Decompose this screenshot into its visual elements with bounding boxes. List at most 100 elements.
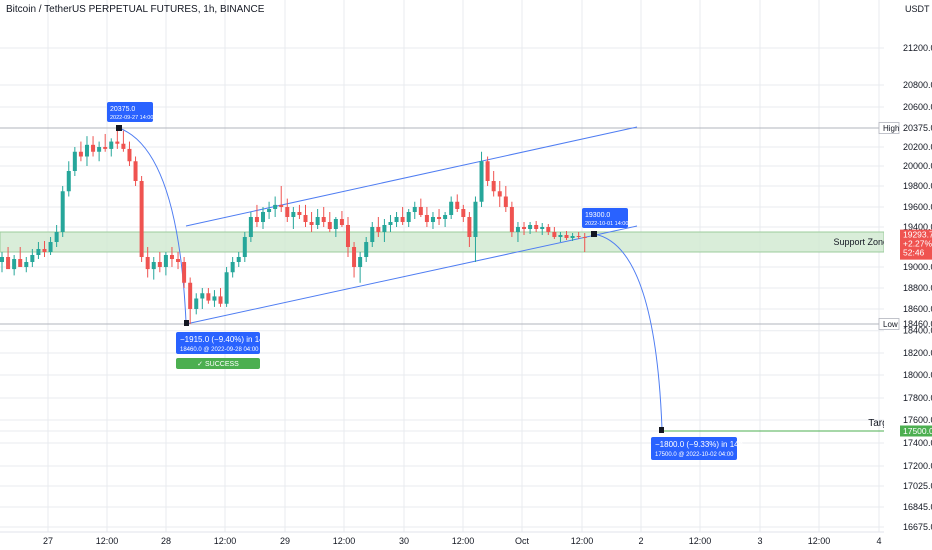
candle-body <box>358 257 363 267</box>
annotation-high-point[interactable]: 20375.0 2022-09-27 14:00 <box>107 102 153 122</box>
candle-body <box>84 144 89 157</box>
price-tick-label: 18460.0 <box>903 319 932 329</box>
price-axis[interactable] <box>884 0 932 550</box>
candle-body <box>133 161 138 181</box>
channel-upper-line <box>185 126 638 227</box>
time-tick-label: 12:00 <box>96 536 119 546</box>
annotation-drop-2-text: −1800.0 (−9.33%) in 14h <box>655 440 743 449</box>
candle-body <box>479 161 484 202</box>
candle-body <box>461 209 466 217</box>
annotation-current-time: 2022-10-01 14:00 <box>585 221 628 227</box>
price-tick-label: 19600.0 <box>903 202 932 212</box>
current-point-marker[interactable] <box>591 231 597 237</box>
candle-countdown: 52:46 <box>903 248 925 258</box>
annotation-drop-1-sub: 18460.0 @ 2022-09-28 04:00 <box>180 347 259 353</box>
candle-body <box>455 201 460 209</box>
price-tick-label: 19800.0 <box>903 181 932 191</box>
candle-body <box>248 217 253 237</box>
currency-label: USDT <box>905 4 930 14</box>
annotation-drop-2-sub: 17500.0 @ 2022-10-02 04:00 <box>655 452 734 458</box>
candle-body <box>109 141 114 149</box>
channel-lower-line <box>185 225 638 325</box>
time-tick-label: 30 <box>399 536 409 546</box>
candle-body <box>291 212 296 217</box>
candle-body <box>194 298 199 309</box>
price-axis-ticks: 21200.0 20800.0 20600.0 20375.0 20200.0 20000… <box>903 43 932 532</box>
candle-body <box>48 242 53 252</box>
projection-curve-2 <box>593 233 663 430</box>
candle-body <box>12 259 17 270</box>
candle-body <box>236 257 241 262</box>
candle-body <box>570 236 575 238</box>
time-axis[interactable] <box>0 532 884 550</box>
annotation-drop-1[interactable]: −1915.0 (−9.40%) in 14h 18460.0 @ 2022-0… <box>176 332 268 369</box>
candle-body <box>309 222 314 225</box>
support-zone-band <box>0 231 885 253</box>
candle-body <box>78 151 83 157</box>
high-tag-label: High <box>883 124 899 133</box>
price-tick-label: 17200.0 <box>903 461 932 471</box>
candle-body <box>60 191 65 232</box>
candle-body <box>200 293 205 299</box>
candle-body <box>522 227 527 229</box>
candle-body <box>176 259 181 262</box>
plot-area[interactable] <box>0 0 884 532</box>
candle-body <box>66 171 71 192</box>
annotation-current-point[interactable]: 19300.0 2022-10-01 14:00 <box>582 208 628 228</box>
candle-body <box>406 212 411 222</box>
candle-body <box>297 212 302 215</box>
price-tick-label: 16845.0 <box>903 502 932 512</box>
time-axis-ticks: 27 12:00 28 12:00 29 12:00 30 12:00 Oct 12:00 2 12:… <box>43 536 882 546</box>
price-tick-label: 16675.0 <box>903 522 932 532</box>
candle-body <box>412 207 417 212</box>
candle-body <box>54 232 59 242</box>
price-tick-label: 18000.0 <box>903 370 932 380</box>
candle-body <box>352 247 357 267</box>
annotation-drop-2[interactable]: −1800.0 (−9.33%) in 14h 17500.0 @ 2022-1… <box>651 437 743 460</box>
drop-2-end-marker[interactable] <box>659 427 664 433</box>
candle-body <box>18 259 23 267</box>
price-tick-label: 20375.0 <box>903 123 932 133</box>
candle-body <box>382 225 387 232</box>
success-badge: ✓ SUCCESS <box>197 361 239 368</box>
candle-body <box>364 242 369 257</box>
candle-body <box>151 262 156 270</box>
annotation-high-time: 2022-09-27 14:00 <box>110 115 153 121</box>
candle-body <box>564 235 569 238</box>
time-tick-label: 12:00 <box>452 536 475 546</box>
candle-body <box>327 222 332 229</box>
candle-body <box>515 227 520 232</box>
candle-body <box>42 249 47 252</box>
candle-body <box>473 201 478 237</box>
candle-body <box>261 212 266 222</box>
current-price-tag[interactable]: 19293.7 +2.27% 52:46 <box>900 229 932 260</box>
candle-body <box>424 215 429 222</box>
candle-body <box>97 147 102 152</box>
price-tick-label: 18400.0 <box>903 326 932 336</box>
candle-body <box>430 217 435 222</box>
candle-body <box>552 232 557 237</box>
candle-body <box>467 217 472 237</box>
high-point-marker[interactable] <box>116 125 122 131</box>
candle-body <box>315 217 320 225</box>
price-tick-label: 20800.0 <box>903 80 932 90</box>
drop-1-end-marker[interactable] <box>184 320 189 326</box>
candle-body <box>418 207 423 215</box>
candle-body <box>115 141 120 144</box>
candle-body <box>212 296 217 301</box>
target-price-value: 17500.0 <box>903 426 932 436</box>
price-tick-label: 19400.0 <box>903 222 932 232</box>
price-tick-label: 17400.0 <box>903 438 932 448</box>
time-tick-label: 12:00 <box>808 536 831 546</box>
price-tick-label: 19000.0 <box>903 262 932 272</box>
candle-body <box>36 249 41 255</box>
time-tick-label: Oct <box>515 536 530 546</box>
candle-body <box>339 219 344 225</box>
target-price-tag: 17500.0 <box>900 425 932 437</box>
candle-body <box>534 225 539 229</box>
candle-body <box>285 207 290 217</box>
annotation-drop-1-text: −1915.0 (−9.40%) in 14h <box>180 335 268 344</box>
low-level-tag: Low <box>878 318 900 330</box>
current-price-change: +2.27% <box>903 239 932 249</box>
